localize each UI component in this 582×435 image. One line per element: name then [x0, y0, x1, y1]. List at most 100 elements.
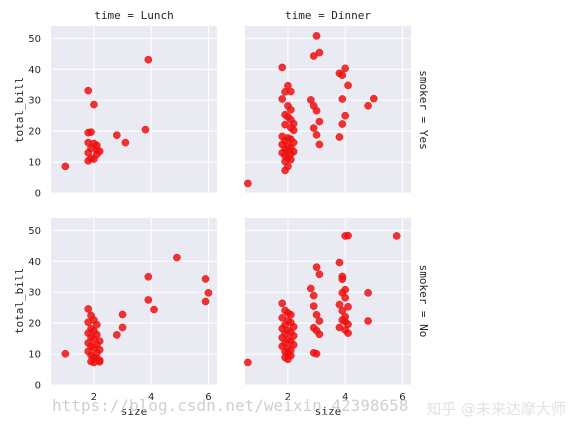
y-tick-label: 0	[35, 381, 41, 392]
scatter-point	[204, 288, 213, 297]
scatter-point	[369, 94, 378, 103]
panel-background	[51, 26, 217, 193]
scatter-point	[341, 111, 350, 120]
watermark-url: https://blog.csdn.net/weixin_42398658	[52, 396, 408, 415]
panel-background	[245, 26, 411, 193]
scatter-point	[315, 140, 324, 149]
scatter-point	[144, 272, 153, 281]
scatter-point	[338, 120, 347, 128]
column-title-dinner: time = Dinner	[285, 9, 371, 22]
scatter-point	[144, 296, 153, 304]
scatter-point	[286, 105, 295, 114]
scatter-point	[244, 358, 252, 367]
y-tick-label: 0	[35, 189, 41, 200]
scatter-point	[312, 106, 321, 115]
scatter-point	[95, 357, 104, 366]
scatter-point	[121, 138, 130, 147]
scatter-point	[309, 302, 318, 310]
scatter-point	[341, 293, 350, 302]
scatter-point	[306, 284, 315, 293]
scatter-point	[335, 258, 344, 267]
scatter-point	[92, 320, 101, 329]
scatter-point	[335, 300, 344, 309]
scatter-point	[173, 253, 181, 262]
scatter-point	[344, 231, 352, 240]
scatter-point	[312, 263, 321, 272]
scatter-point	[289, 126, 298, 135]
scatter-point	[61, 162, 70, 171]
scatter-point	[112, 131, 121, 140]
y-tick-label: 50	[28, 226, 41, 237]
scatter-point	[281, 166, 289, 175]
y-tick-label: 40	[28, 257, 41, 268]
scatter-point	[344, 81, 352, 90]
y-tick-label: 30	[28, 96, 41, 107]
y-axis-label-top: total_bill	[13, 77, 26, 143]
x-axis-label-left: size	[121, 405, 148, 418]
scatter-point	[61, 349, 70, 358]
scatter-point	[118, 310, 127, 319]
scatter-point	[344, 329, 352, 337]
watermark-brand: 知乎 @未来达摩大师	[426, 400, 566, 418]
x-tick-label: 4	[148, 392, 154, 403]
column-title-lunch: time = Lunch	[94, 9, 173, 22]
scatter-point	[244, 179, 252, 188]
row-title-smoker-yes: smoker = Yes	[417, 70, 430, 149]
y-tick-label: 10	[28, 158, 41, 169]
scatter-point	[286, 87, 295, 96]
scatter-point	[392, 232, 401, 240]
scatter-point	[278, 63, 287, 72]
scatter-point	[141, 125, 150, 134]
y-axis-label-bottom: total_bill	[13, 268, 26, 334]
scatter-point	[364, 101, 372, 110]
facet-panel-1	[244, 26, 411, 194]
scatter-point	[84, 128, 93, 137]
x-tick-label: 4	[342, 392, 348, 403]
y-tick-label: 20	[28, 127, 41, 138]
scatter-point	[312, 32, 321, 40]
scatter-point	[315, 48, 324, 57]
scatter-point	[150, 305, 158, 314]
scatter-point	[312, 131, 321, 139]
x-tick-label: 2	[91, 392, 97, 403]
scatter-point	[312, 310, 321, 319]
y-tick-label: 10	[28, 350, 41, 361]
scatter-point	[284, 355, 292, 364]
panels-layer: 0 10 20 30 40 50 0 10 20 30 40 50 2 4 6 2 4 6	[28, 26, 411, 403]
y-tick-label: 30	[28, 288, 41, 299]
x-tick-label: 2	[285, 392, 291, 403]
scatter-point	[278, 299, 287, 308]
scatter-point	[338, 71, 347, 80]
x-tick-label: 6	[205, 392, 211, 403]
scatter-point	[118, 323, 127, 332]
scatter-point	[315, 270, 324, 279]
scatter-point	[309, 291, 318, 300]
scatter-point	[90, 100, 98, 109]
scatter-point	[364, 317, 372, 325]
scatter-point	[338, 275, 347, 284]
scatter-point	[278, 95, 287, 103]
y-tick-label: 40	[28, 65, 41, 76]
scatter-point	[335, 133, 344, 141]
facet-panel-2: 0 10 20 30 40 50 2 4 6	[28, 218, 217, 403]
facet-panel-3: 2 4 6	[244, 218, 411, 403]
scatter-point	[338, 95, 347, 103]
panel-background	[51, 218, 217, 385]
scatter-point	[201, 297, 210, 306]
y-tick-label: 20	[28, 319, 41, 330]
scatter-point	[364, 288, 372, 297]
row-title-smoker-no: smoker = No	[417, 265, 430, 338]
scatter-point	[112, 331, 121, 339]
scatter-point	[344, 302, 352, 311]
y-tick-label: 50	[28, 34, 41, 45]
scatter-point	[315, 117, 324, 126]
scatter-point	[315, 317, 324, 325]
scatter-point	[309, 52, 318, 60]
scatter-point	[201, 275, 210, 283]
scatter-point	[341, 64, 350, 73]
facet-panel-0: 0 10 20 30 40 50	[28, 26, 217, 200]
scatter-point	[84, 305, 93, 313]
scatter-point	[84, 86, 93, 95]
scatter-point	[309, 124, 318, 132]
